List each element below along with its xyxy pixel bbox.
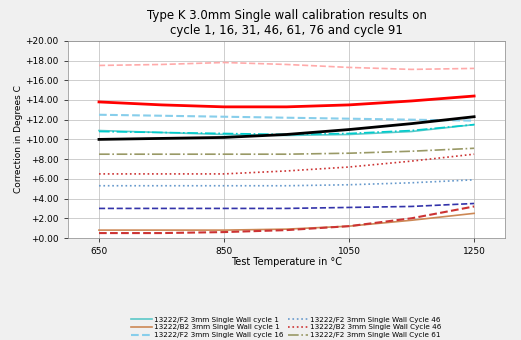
Legend: 13222/F2 3mm Single Wall cycle 1, 13222/B2 3mm Single Wall cycle 1, 13222/F2 3mm: 13222/F2 3mm Single Wall cycle 1, 13222/… bbox=[131, 317, 442, 340]
Y-axis label: Correction in Degrees C: Correction in Degrees C bbox=[14, 85, 22, 193]
Title: Type K 3.0mm Single wall calibration results on
cycle 1, 16, 31, 46, 61, 76 and : Type K 3.0mm Single wall calibration res… bbox=[146, 9, 427, 37]
X-axis label: Test Temperature in °C: Test Temperature in °C bbox=[231, 257, 342, 268]
